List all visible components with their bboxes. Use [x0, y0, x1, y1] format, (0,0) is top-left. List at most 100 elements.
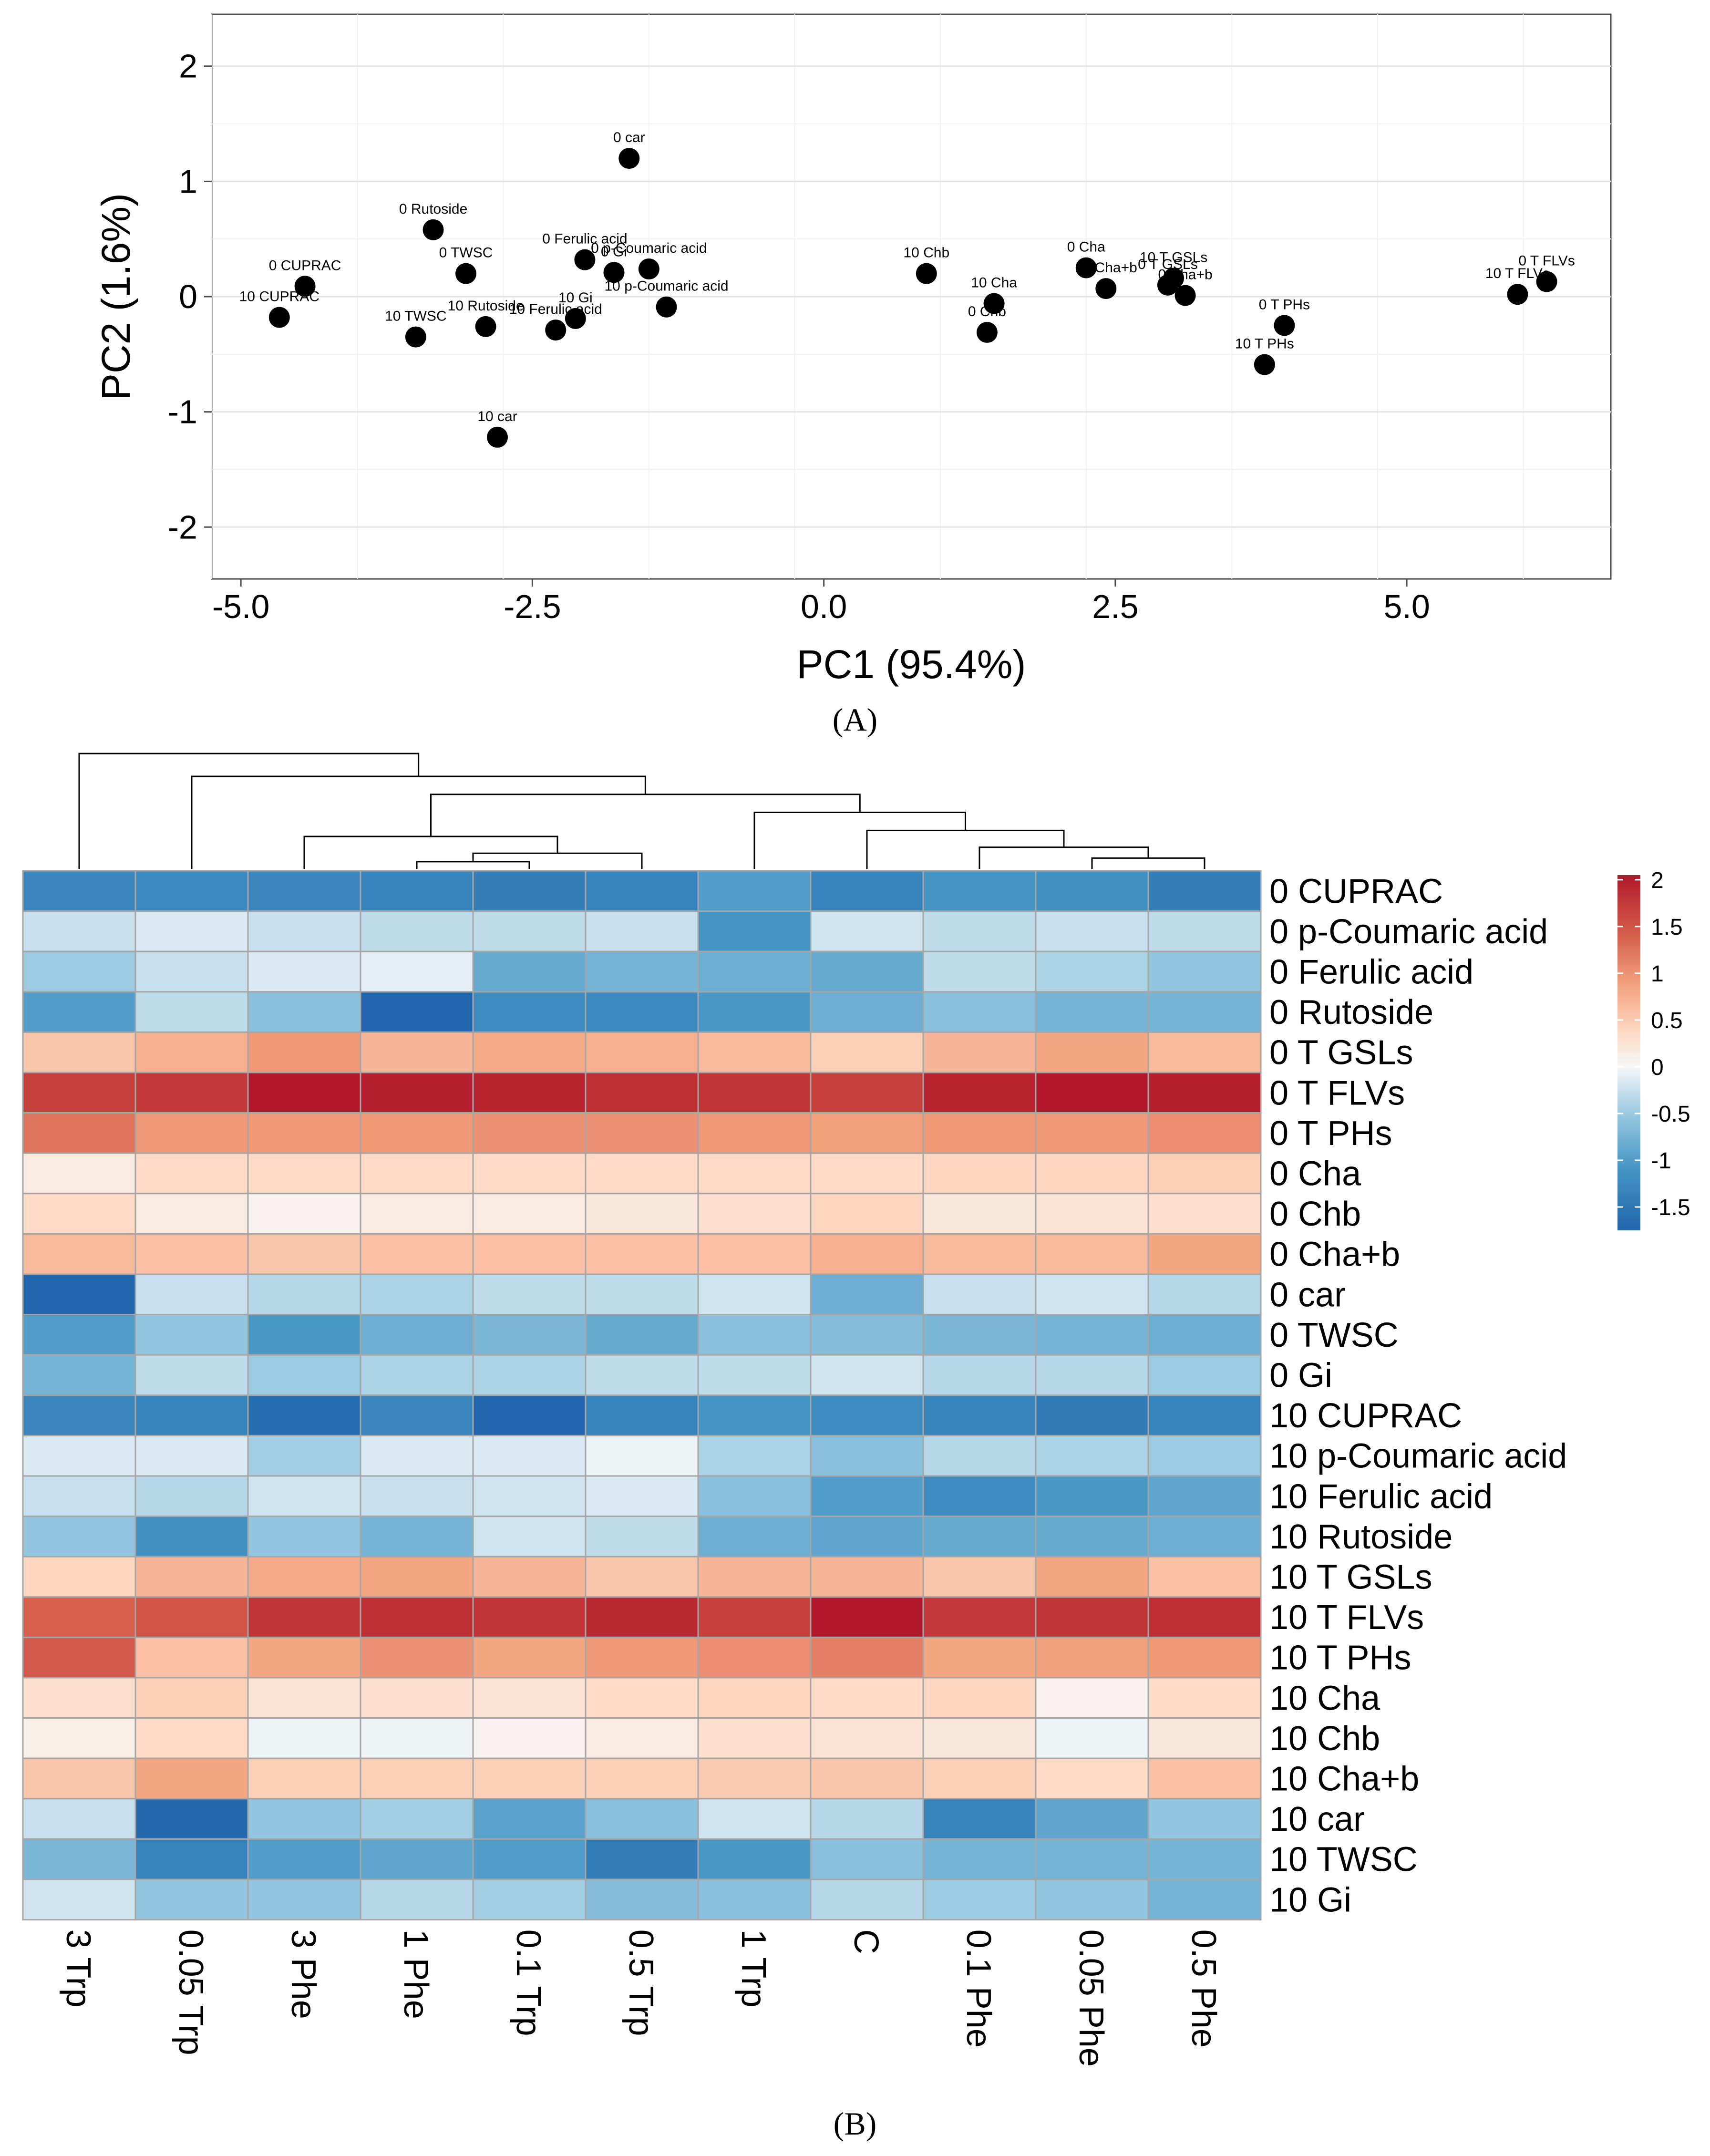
heat-cell-0-t-phs-3-trp	[22, 1112, 136, 1154]
column-label-c: C	[847, 1929, 885, 1954]
row-label-0-p-coumaric-acid: 0 p-Coumaric acid	[1269, 913, 1548, 951]
heat-cell-10-t-flvs-0-1-trp	[472, 1596, 587, 1638]
point-10-ferulic-acid	[545, 320, 567, 341]
point-0-cha	[1075, 257, 1097, 279]
heat-cell-10-ferulic-acid-0-1-phe	[922, 1475, 1037, 1517]
point-10-t-phs	[1254, 354, 1275, 375]
heat-cell-0-cha-0-05-trp	[134, 1152, 249, 1195]
heat-cell-0-cuprac-0-05-phe	[1035, 870, 1149, 912]
row-label-10-twsc: 10 TWSC	[1269, 1841, 1418, 1879]
heat-cell-10-chb-0-1-phe	[922, 1717, 1037, 1759]
heat-cell-10-cha-b-0-5-phe	[1147, 1757, 1262, 1800]
legend-tick-label: -1	[1651, 1148, 1671, 1174]
legend-tick-label: 2	[1651, 868, 1664, 893]
legend-tick-label: 0	[1651, 1055, 1664, 1080]
row-label-10-ferulic-acid: 10 Ferulic acid	[1269, 1477, 1493, 1516]
heat-cell-10-chb-0-5-phe	[1147, 1717, 1262, 1759]
heat-cell-10-rutoside-0-05-phe	[1035, 1516, 1149, 1558]
point-label-10-gi: 10 Gi	[558, 290, 593, 306]
heat-cell-10-ferulic-acid-0-05-trp	[134, 1475, 249, 1517]
heat-cell-0-gi-c	[810, 1354, 924, 1396]
heat-cell-0-rutoside-0-1-trp	[472, 991, 587, 1033]
heat-cell-10-twsc-1-phe	[360, 1838, 474, 1880]
heat-cell-0-t-gsls-3-phe	[247, 1031, 361, 1073]
heat-cell-10-gi-c	[810, 1878, 924, 1921]
dendrogram-branch	[866, 829, 1065, 869]
heat-cell-10-twsc-3-phe	[247, 1838, 361, 1880]
heat-cell-0-twsc-3-trp	[22, 1314, 136, 1356]
row-label-10-cha-b: 10 Cha+b	[1269, 1760, 1419, 1798]
point-label-10-cha: 10 Cha	[971, 275, 1017, 290]
row-label-10-chb: 10 Chb	[1269, 1720, 1380, 1758]
heat-cell-0-p-coumaric-acid-0-5-phe	[1147, 910, 1262, 952]
heat-cell-0-gi-0-05-phe	[1035, 1354, 1149, 1396]
y-tick-label: 0	[179, 278, 197, 315]
heat-cell-10-gi-0-1-phe	[922, 1878, 1037, 1921]
panel-label-a: (A)	[833, 701, 877, 738]
heat-cell-10-t-gsls-0-1-trp	[472, 1556, 587, 1598]
x-tick-label: 2.5	[1092, 588, 1138, 625]
point-label-10-car: 10 car	[477, 409, 517, 424]
heat-cell-0-t-phs-c	[810, 1112, 924, 1154]
point-0-cuprac	[294, 276, 316, 297]
heat-cell-10-cha-0-1-trp	[472, 1677, 587, 1719]
heat-cell-10-car-0-5-trp	[585, 1798, 699, 1840]
point-0-chb	[976, 321, 998, 343]
row-label-0-twsc: 0 TWSC	[1269, 1316, 1399, 1354]
heatmap-cells	[22, 870, 1262, 1921]
point-label-0-cuprac: 0 CUPRAC	[269, 258, 341, 273]
heat-cell-0-cha-b-c	[810, 1233, 924, 1275]
dendrogram-branch	[416, 861, 530, 869]
heat-cell-10-t-phs-1-trp	[697, 1636, 812, 1679]
legend-tick-label: 1.5	[1651, 915, 1683, 940]
heat-cell-0-p-coumaric-acid-0-1-phe	[922, 910, 1037, 952]
x-tick-label: -2.5	[504, 588, 561, 625]
heat-cell-10-car-3-trp	[22, 1798, 136, 1840]
heat-cell-10-ferulic-acid-0-5-trp	[585, 1475, 699, 1517]
heat-cell-10-chb-0-05-phe	[1035, 1717, 1149, 1759]
point-label-0-gi: 0 Gi	[601, 244, 627, 259]
heat-cell-0-cuprac-0-05-trp	[134, 870, 249, 912]
heat-cell-10-car-c	[810, 1798, 924, 1840]
heat-cell-10-cuprac-0-5-phe	[1147, 1394, 1262, 1436]
heat-cell-0-cha-3-trp	[22, 1152, 136, 1195]
point-label-10-t-phs: 10 T PHs	[1235, 336, 1294, 352]
heat-cell-0-chb-3-phe	[247, 1193, 361, 1235]
row-label-0-car: 0 car	[1269, 1276, 1346, 1314]
column-dendrogram	[78, 753, 1205, 869]
row-label-0-t-flvs: 0 T FLVs	[1269, 1074, 1405, 1112]
heat-cell-0-cuprac-0-1-trp	[472, 870, 587, 912]
heat-cell-10-cha-b-0-05-trp	[134, 1757, 249, 1800]
heat-cell-0-p-coumaric-acid-0-1-trp	[472, 910, 587, 952]
heat-cell-0-t-flvs-0-1-phe	[922, 1072, 1037, 1114]
heat-cell-0-t-gsls-0-05-trp	[134, 1031, 249, 1073]
heat-cell-10-car-1-trp	[697, 1798, 812, 1840]
heat-cell-0-gi-0-5-phe	[1147, 1354, 1262, 1396]
heat-cell-10-t-gsls-1-phe	[360, 1556, 474, 1598]
heat-cell-0-p-coumaric-acid-1-phe	[360, 910, 474, 952]
heat-cell-10-chb-c	[810, 1717, 924, 1759]
heat-cell-10-cha-b-0-5-trp	[585, 1757, 699, 1800]
heat-cell-10-car-0-5-phe	[1147, 1798, 1262, 1840]
dendrogram-branch	[753, 812, 966, 869]
heat-cell-10-car-0-05-trp	[134, 1798, 249, 1840]
point-10-gi	[565, 308, 586, 329]
heat-cell-0-ferulic-acid-0-1-phe	[922, 950, 1037, 993]
heat-cell-0-t-phs-0-1-trp	[472, 1112, 587, 1154]
heat-cell-0-twsc-1-phe	[360, 1314, 474, 1356]
heat-cell-0-cha-0-05-phe	[1035, 1152, 1149, 1195]
heat-cell-10-cha-b-0-05-phe	[1035, 1757, 1149, 1800]
row-label-10-gi: 10 Gi	[1269, 1881, 1351, 1919]
point-0-rutoside	[422, 219, 444, 240]
heat-cell-10-cuprac-0-05-trp	[134, 1394, 249, 1436]
heat-cell-0-cha-b-1-trp	[697, 1233, 812, 1275]
heat-cell-10-twsc-0-5-phe	[1147, 1838, 1262, 1880]
heat-cell-0-car-1-phe	[360, 1273, 474, 1316]
heat-cell-0-gi-1-phe	[360, 1354, 474, 1396]
heat-cell-10-t-phs-0-05-phe	[1035, 1636, 1149, 1679]
point-10-cha	[983, 293, 1005, 314]
heat-cell-0-p-coumaric-acid-0-5-trp	[585, 910, 699, 952]
heat-cell-10-t-gsls-0-5-trp	[585, 1556, 699, 1598]
